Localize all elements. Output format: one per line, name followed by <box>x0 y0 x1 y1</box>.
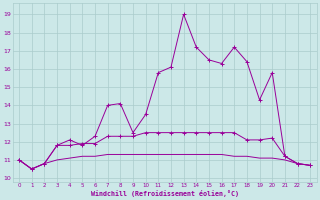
X-axis label: Windchill (Refroidissement éolien,°C): Windchill (Refroidissement éolien,°C) <box>91 190 239 197</box>
